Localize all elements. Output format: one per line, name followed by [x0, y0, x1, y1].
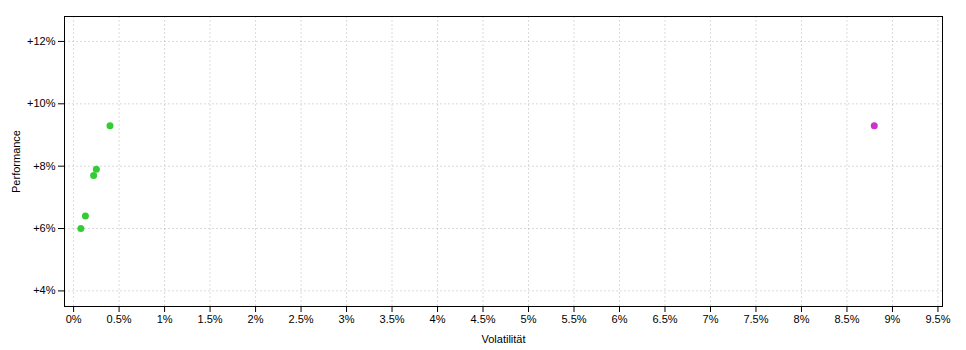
svg-text:+6%: +6%	[33, 222, 56, 234]
svg-text:0.5%: 0.5%	[107, 313, 132, 325]
svg-text:2.5%: 2.5%	[289, 313, 314, 325]
svg-text:3%: 3%	[339, 313, 355, 325]
svg-text:9.5%: 9.5%	[925, 313, 950, 325]
svg-text:9%: 9%	[885, 313, 901, 325]
svg-text:5.5%: 5.5%	[561, 313, 586, 325]
svg-text:1%: 1%	[157, 313, 173, 325]
svg-text:7%: 7%	[703, 313, 719, 325]
svg-text:Performance: Performance	[10, 130, 22, 193]
svg-text:7.5%: 7.5%	[743, 313, 768, 325]
svg-text:1.5%: 1.5%	[198, 313, 223, 325]
svg-text:3.5%: 3.5%	[380, 313, 405, 325]
svg-text:8.5%: 8.5%	[834, 313, 859, 325]
svg-text:0%: 0%	[66, 313, 82, 325]
svg-text:8%: 8%	[794, 313, 810, 325]
svg-text:6%: 6%	[612, 313, 628, 325]
svg-text:+4%: +4%	[33, 284, 56, 296]
svg-text:+10%: +10%	[27, 97, 56, 109]
svg-text:+8%: +8%	[33, 160, 56, 172]
svg-text:4%: 4%	[430, 313, 446, 325]
svg-text:2%: 2%	[248, 313, 264, 325]
svg-text:+12%: +12%	[27, 35, 56, 47]
svg-text:5%: 5%	[521, 313, 537, 325]
svg-text:6.5%: 6.5%	[652, 313, 677, 325]
svg-text:4.5%: 4.5%	[470, 313, 495, 325]
svg-text:Volatilität: Volatilität	[481, 333, 525, 345]
